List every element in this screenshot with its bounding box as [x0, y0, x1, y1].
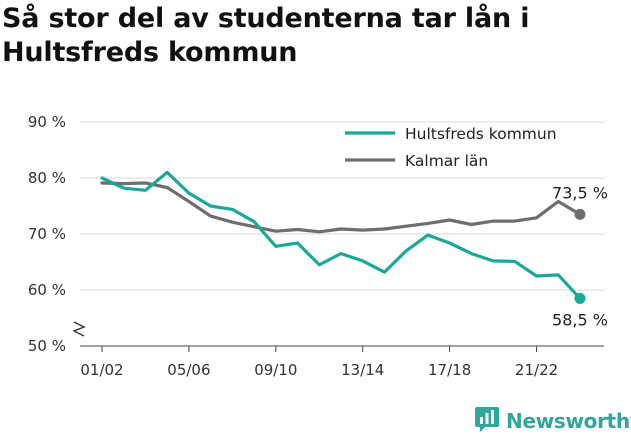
x-tick-label: 21/22 [515, 361, 558, 379]
x-tick-label: 05/06 [167, 361, 210, 379]
end-point-kalmar-län [574, 208, 586, 220]
y-tick-label: 80 % [28, 169, 66, 187]
x-tick-label: 09/10 [254, 361, 297, 379]
y-tick-label: 90 % [28, 113, 66, 131]
newsworthy-logo: Newsworthy [474, 406, 631, 436]
y-tick-label: 50 % [28, 337, 66, 355]
y-tick-label: 60 % [28, 281, 66, 299]
legend-label-hultsfreds-kommun: Hultsfreds kommun [405, 125, 557, 143]
gridlines [80, 121, 604, 291]
end-point-hultsfreds-kommun [574, 292, 586, 304]
series-lines: 58,5 % 73,5 % [100, 170, 608, 329]
end-label-hultsfreds-kommun: 58,5 % [552, 310, 608, 329]
series-line-hultsfreds-kommun [100, 170, 582, 300]
bar-chart-chat-bubble-icon [474, 405, 500, 437]
chart-title: Så stor del av studenterna tar lån i Hul… [2, 3, 530, 68]
series-line-kalmar-län [100, 181, 582, 234]
x-tick-label: 17/18 [428, 361, 471, 379]
x-tick-label: 01/02 [80, 361, 123, 379]
legend-label-kalmar-län: Kalmar län [405, 152, 488, 170]
x-tick-label: 13/14 [341, 361, 384, 379]
y-tick-label: 70 % [28, 225, 66, 243]
brand-name: Newsworthy [506, 409, 631, 433]
end-label-kalmar-län: 73,5 % [552, 183, 608, 202]
axis-break-marker [72, 321, 86, 337]
axes: 50 % 60 % 70 % 80 % 90 % 01/02 05/06 09/10 13/14… [28, 113, 604, 379]
legend: Hultsfreds kommun Kalmar län [345, 125, 557, 170]
